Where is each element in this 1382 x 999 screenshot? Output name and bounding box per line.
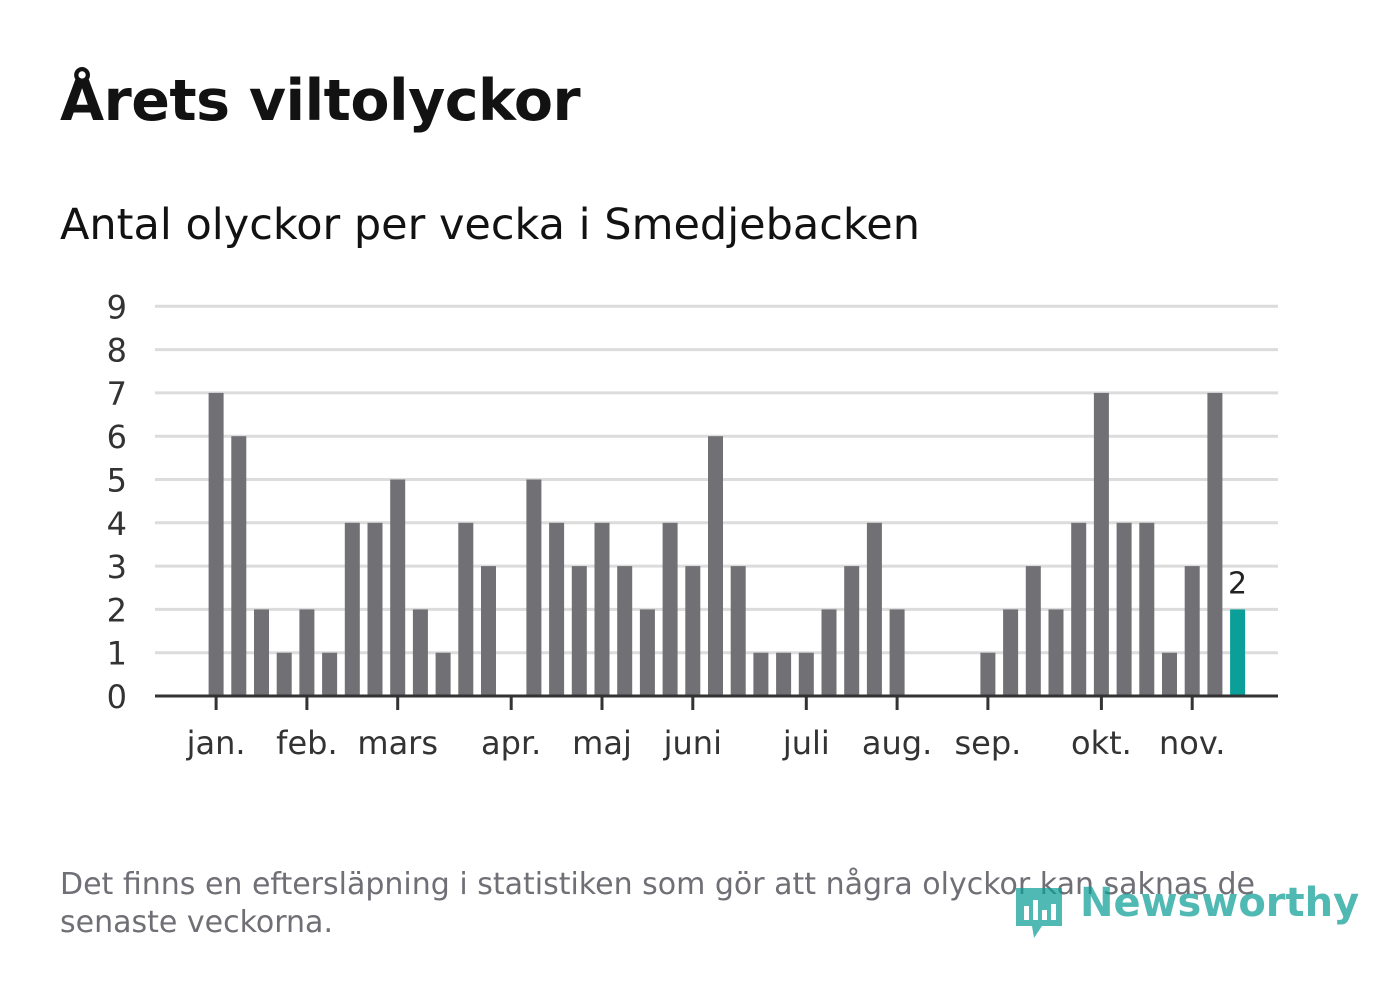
bar — [844, 566, 860, 696]
y-tick-label: 5 — [107, 462, 127, 500]
data-labels: 2 — [1228, 566, 1247, 601]
x-tick-label: okt. — [1071, 724, 1132, 762]
x-tick-label: nov. — [1159, 724, 1225, 762]
bar — [1116, 522, 1132, 696]
x-tick-label: maj — [572, 724, 632, 762]
newsworthy-logo-icon — [1016, 888, 1062, 938]
y-tick-label: 6 — [107, 418, 127, 456]
bar — [1207, 392, 1223, 696]
newsworthy-logo: Newsworthy — [1010, 878, 1359, 942]
bar-highlight — [1230, 609, 1246, 696]
y-tick-label: 3 — [107, 548, 127, 586]
x-tick-label: sep. — [954, 724, 1021, 762]
y-tick-label: 4 — [107, 505, 127, 543]
bar — [322, 652, 338, 696]
bar — [980, 652, 996, 696]
y-tick-label: 2 — [107, 591, 127, 629]
bar — [798, 652, 814, 696]
bar — [412, 609, 428, 696]
y-tick-label: 8 — [107, 332, 127, 370]
bar — [344, 522, 360, 696]
bar — [526, 479, 542, 696]
bar — [367, 522, 383, 696]
bar — [617, 566, 633, 696]
bar — [481, 566, 496, 696]
brand-name: Newsworthy — [1080, 880, 1360, 926]
chart-subtitle: Antal olyckor per vecka i Smedjebacken — [60, 200, 920, 250]
x-tick-label: jan. — [186, 724, 246, 762]
bar — [776, 652, 792, 696]
bar — [276, 652, 292, 696]
x-tick-label: mars — [357, 724, 438, 762]
x-axis: jan. feb. mars apr. maj juni juli aug. sep. okt. n… — [155, 694, 1278, 762]
bar — [639, 609, 655, 696]
bar — [1093, 392, 1109, 696]
bar — [1003, 609, 1019, 696]
y-tick-label: 9 — [107, 288, 127, 326]
x-tick-label: feb. — [276, 724, 337, 762]
y-tick-label: 7 — [107, 375, 127, 413]
bar — [231, 436, 247, 696]
x-tick-label: juni — [663, 724, 722, 762]
bar — [662, 522, 678, 696]
bar — [549, 522, 565, 696]
bar — [685, 566, 701, 696]
bar — [1025, 566, 1041, 696]
y-tick-label: 1 — [107, 635, 127, 673]
bar — [753, 652, 769, 696]
bar — [866, 522, 882, 696]
bar — [821, 609, 837, 696]
bar — [1048, 609, 1064, 696]
bar — [1162, 652, 1177, 696]
bar — [208, 392, 224, 696]
bar — [435, 652, 451, 696]
bar — [1071, 522, 1087, 696]
bar — [708, 436, 723, 696]
bars — [208, 392, 1246, 696]
y-tick-label: 0 — [107, 678, 127, 716]
x-tick-label: juli — [782, 724, 830, 762]
chart-title: Årets viltolyckor — [60, 68, 581, 134]
bar — [390, 479, 406, 696]
bar — [571, 566, 587, 696]
bar — [594, 522, 610, 696]
bar — [458, 522, 474, 696]
bar — [299, 609, 315, 696]
x-tick-label: apr. — [481, 724, 541, 762]
y-axis-ticks: 0 1 2 3 4 5 6 7 8 9 — [107, 288, 127, 716]
bar — [1139, 522, 1155, 696]
bar — [254, 609, 269, 696]
bar — [889, 609, 905, 696]
x-tick-label: aug. — [862, 724, 932, 762]
bar — [1184, 566, 1200, 696]
bar-chart: 0 1 2 3 4 5 6 7 8 9 jan. feb. mars apr. maj juni juli au… — [107, 288, 1278, 762]
data-label: 2 — [1228, 566, 1247, 601]
bar — [730, 566, 746, 696]
